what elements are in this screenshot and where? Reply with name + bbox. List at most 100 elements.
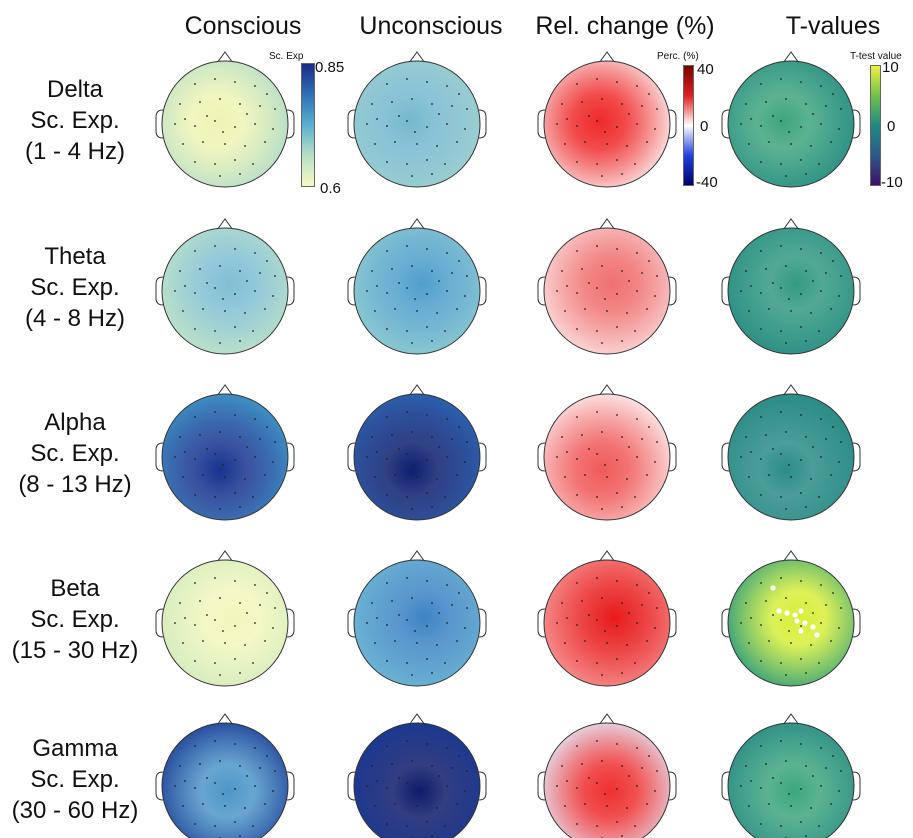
electrode-dot [266, 592, 268, 594]
nose-outline [782, 550, 800, 563]
electrode-dot [604, 131, 606, 133]
electrode-dot [601, 98, 603, 100]
electrode-dot [785, 508, 787, 510]
band-name: Gamma [32, 735, 118, 762]
electrode-dot [760, 582, 762, 584]
electrode-dot [800, 492, 802, 494]
electrode-dot [451, 105, 453, 107]
electrode-dot [780, 163, 782, 165]
electrode-dot [214, 163, 216, 165]
electrode-dot [199, 101, 201, 103]
electrode-dot [785, 342, 787, 344]
electrode-dot [438, 113, 440, 115]
electrode-dot [785, 674, 787, 676]
electrode-dot [222, 298, 224, 300]
colorbar-ttest-min: -10 [881, 174, 903, 191]
electrode-dot [780, 245, 782, 247]
electrode-dot [426, 625, 428, 627]
colorbar-perc-max: 40 [697, 61, 714, 78]
electrode-dot [556, 622, 558, 624]
ear-left-outline [347, 109, 356, 139]
significant-electrode [802, 620, 808, 626]
electrode-dot [394, 308, 396, 310]
electrode-dot [656, 441, 658, 443]
electrode-dot [239, 506, 241, 508]
significant-electrode [792, 612, 798, 618]
electrode-dot [646, 474, 648, 476]
ear-left-outline [537, 109, 546, 139]
scalp-map [727, 227, 855, 355]
electrode-dot [386, 745, 388, 747]
electrode-dot [438, 775, 440, 777]
electrode-dot [426, 126, 428, 128]
electrode-dot [606, 310, 608, 312]
electrode-dot [788, 630, 790, 632]
electrode-dot [374, 143, 376, 145]
electrode-dot [760, 458, 762, 460]
nose-outline [782, 384, 800, 397]
electrode-dot [446, 456, 448, 458]
electrode-dot [234, 625, 236, 627]
electrode-dot [805, 173, 807, 175]
electrode-dot [386, 582, 388, 584]
electrode-dot [780, 577, 782, 579]
electrode-dot [386, 823, 388, 825]
electrode-dot [601, 175, 603, 177]
electrode-dot [745, 103, 747, 105]
electrode-dot [648, 260, 650, 262]
electrode-dot [234, 326, 236, 328]
electrode-dot [646, 308, 648, 310]
electrode-dot [244, 478, 246, 480]
electrode-dot [426, 492, 428, 494]
colorbar-ttest-mid: 0 [887, 118, 896, 135]
electrode-dot [239, 436, 241, 438]
electrode-dot [431, 602, 433, 604]
electrode-dot [820, 622, 822, 624]
electrode-dot [584, 474, 586, 476]
head-map [537, 51, 677, 188]
electrode-dot [436, 644, 438, 646]
electrode-dot [634, 163, 636, 165]
electrode-dot [745, 436, 747, 438]
electrode-dot [760, 745, 762, 747]
electrode-dot [411, 265, 413, 267]
ear-left-outline [721, 771, 730, 801]
electrode-dot [805, 270, 807, 272]
electrode-dot [800, 580, 802, 582]
electrode-dot [174, 123, 176, 125]
electrode-dot [588, 115, 590, 117]
electrode-dot [206, 777, 208, 779]
electrode-dot [601, 760, 603, 762]
electrode-dot [636, 85, 638, 87]
electrode-dot [596, 740, 598, 742]
nose-outline [598, 550, 616, 563]
electrode-dot [264, 803, 266, 805]
electrode-dot [194, 292, 196, 294]
frequency-range: (1 - 4 Hz) [24, 138, 125, 165]
electrode-dot [646, 803, 648, 805]
electrode-dot [254, 584, 256, 586]
electrode-dot [750, 617, 752, 619]
electrode-dot [616, 126, 618, 128]
electrode-dot [765, 101, 767, 103]
electrode-dot [561, 436, 563, 438]
colorbar-ttest-max: 10 [882, 59, 899, 76]
electrode-dot [386, 494, 388, 496]
electrode-dot [376, 451, 378, 453]
electrode-dot [199, 763, 201, 765]
colorbar-scexp-title: Sc. Exp [269, 51, 304, 62]
electrode-dot [780, 287, 782, 289]
electrode-dot [214, 662, 216, 664]
significant-electrode [776, 608, 782, 614]
electrode-dot [772, 777, 774, 779]
electrode-dot [780, 411, 782, 413]
electrode-dot [234, 492, 236, 494]
ear-left-outline [537, 442, 546, 472]
electrode-dot [820, 252, 822, 254]
electrode-dot [458, 260, 460, 262]
electrode-dot [376, 780, 378, 782]
electrode-dot [621, 602, 623, 604]
electrode-dot [199, 434, 201, 436]
electrode-dot [768, 474, 770, 476]
electrode-dot [564, 476, 566, 478]
